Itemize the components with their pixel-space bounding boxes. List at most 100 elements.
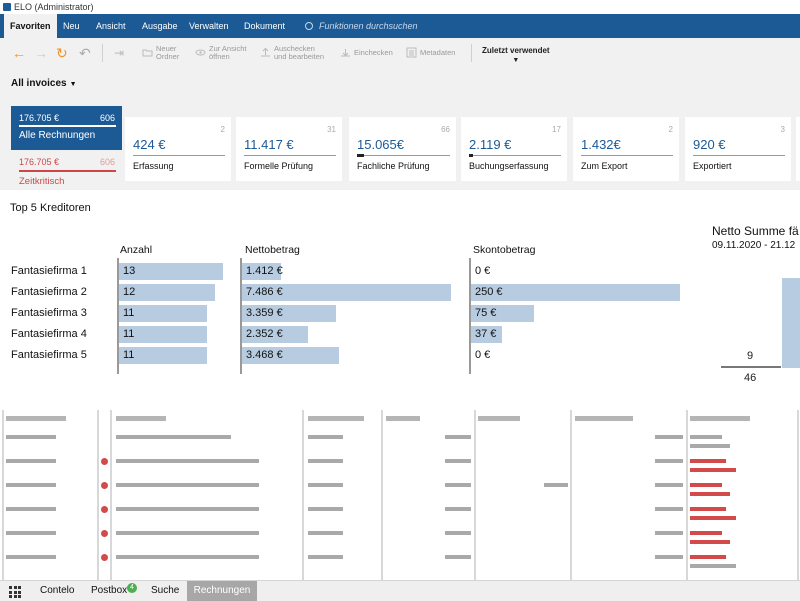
tab-ausgabe[interactable]: Ausgabe [142,21,178,31]
column-header-placeholder [575,416,633,421]
row-indicator [690,483,722,487]
side-chart-value-b: 46 [744,372,757,384]
net-value: 1.412 € [246,265,283,277]
row-placeholder [308,435,343,439]
checkout-button[interactable]: Auschecken und bearbeiten [260,44,330,62]
row-indicator [690,516,736,520]
forward-to-icon[interactable]: ⇥ [114,46,125,60]
back-arrow-icon[interactable]: ← [12,45,26,61]
recent-dropdown[interactable]: Zuletzt verwendet ▼ [482,46,550,64]
all-invoices-count: 606 [99,113,115,123]
row-placeholder [6,483,56,487]
column-separator [686,410,688,580]
row-placeholder [308,459,343,463]
count-value: 11 [123,349,135,361]
all-invoices-label: Alle Rechnungen [19,130,96,141]
critical-bar [19,170,116,172]
tab-verwalten[interactable]: Verwalten [189,21,229,31]
row-placeholder [445,531,471,535]
column-header-placeholder [6,416,66,421]
tab-dokument[interactable]: Dokument [244,21,286,31]
stage-card-erfassung[interactable]: 2 424 € Erfassung [125,117,231,181]
stage-label: Buchungserfassung [469,161,549,171]
eye-icon [195,49,206,56]
row-indicator [690,540,730,544]
row-placeholder [116,531,259,535]
column-header-placeholder [308,416,364,421]
open-view-button[interactable]: Zur Ansicht öffnen [195,44,251,62]
checkin-button[interactable]: Einchecken [340,44,396,62]
row-placeholder [308,531,343,535]
row-placeholder [6,459,56,463]
column-header-placeholder [116,416,166,421]
net-value: 7.486 € [246,286,283,298]
view-selector[interactable]: All invoices ▼ [11,78,77,89]
metadata-button[interactable]: Metadaten [406,44,462,62]
row-placeholder [116,555,259,559]
side-chart-subtitle: 09.11.2020 - 21.12 [712,240,796,251]
function-search-input[interactable]: Funktionen durchsuchen [305,19,418,33]
side-chart-value-a: 9 [747,350,754,362]
column-separator [110,410,112,580]
discount-value: 0 € [475,265,491,277]
tab-contelo[interactable]: Contelo [40,585,75,596]
app-grid-icon[interactable] [9,586,21,598]
column-separator [2,410,4,580]
row-indicator [690,564,736,568]
tab-rechnungen[interactable]: Rechnungen [187,581,257,601]
tab-favoriten[interactable]: Favoriten [4,14,57,39]
stage-label: Zum Export [581,161,628,171]
row-indicator [690,531,722,535]
status-dot [101,482,108,489]
row-placeholder [308,555,343,559]
stage-label: Formelle Prüfung [244,161,314,171]
new-folder-button[interactable]: Neuer Ordner [142,44,190,62]
stage-card-fachliche-pruefung[interactable]: 66 15.065€ Fachliche Prüfung [349,117,456,181]
stage-card-formelle-pruefung[interactable]: 31 11.417 € Formelle Prüfung [236,117,342,181]
row-indicator [690,555,726,559]
critical-amount: 176.705 € [19,157,60,167]
tab-ansicht[interactable]: Ansicht [96,21,126,31]
row-placeholder [6,531,56,535]
count-value: 12 [123,286,136,298]
tab-neu[interactable]: Neu [63,21,80,31]
invoice-list[interactable] [0,410,800,580]
row-placeholder [655,459,683,463]
column-separator [97,410,99,580]
stage-count: 66 [441,125,450,134]
stage-progress-fill [469,154,473,157]
net-axis [240,258,242,374]
undo-icon[interactable]: ↶ [79,45,91,61]
refresh-icon[interactable]: ↻ [56,45,68,61]
row-placeholder [445,555,471,559]
top5-title: Top 5 Kreditoren [10,202,91,214]
stage-card-exportiert[interactable]: 3 920 € Exportiert [685,117,791,181]
creditor-name: Fantasiefirma 5 [11,349,87,361]
critical-invoices-card[interactable]: 176.705 € 606 Zeitkritisch [11,154,122,188]
discount-value: 37 € [475,328,497,340]
all-invoices-card[interactable]: 176.705 € 606 Alle Rechnungen [11,106,122,150]
window-title: ELO (Administrator) [14,2,94,12]
count-axis [117,258,119,374]
count-column-header: Anzahl [120,244,153,256]
stage-progress-fill [357,154,364,157]
stage-card-zum-export[interactable]: 2 1.432€ Zum Export [573,117,679,181]
stage-count: 17 [552,125,561,134]
critical-label: Zeitkritisch [19,176,65,187]
column-separator [474,410,476,580]
side-chart-title: Netto Summe fä [712,224,799,238]
tab-postbox[interactable]: Postbox [91,585,128,596]
stage-amount: 15.065€ [357,137,404,152]
row-placeholder [116,459,259,463]
metadata-icon [406,47,417,58]
stage-count: 3 [780,125,785,134]
forward-arrow-icon[interactable]: → [34,45,48,61]
net-value: 2.352 € [246,328,283,340]
tab-suche[interactable]: Suche [151,585,180,596]
stage-card-buchungserfassung[interactable]: 17 2.119 € Buchungserfassung [461,117,567,181]
stage-progress-track [693,155,785,156]
recent-label: Zuletzt verwendet [482,46,550,55]
stage-amount: 11.417 € [244,137,294,152]
stage-progress-track [469,155,561,156]
stage-progress-track [133,155,225,156]
